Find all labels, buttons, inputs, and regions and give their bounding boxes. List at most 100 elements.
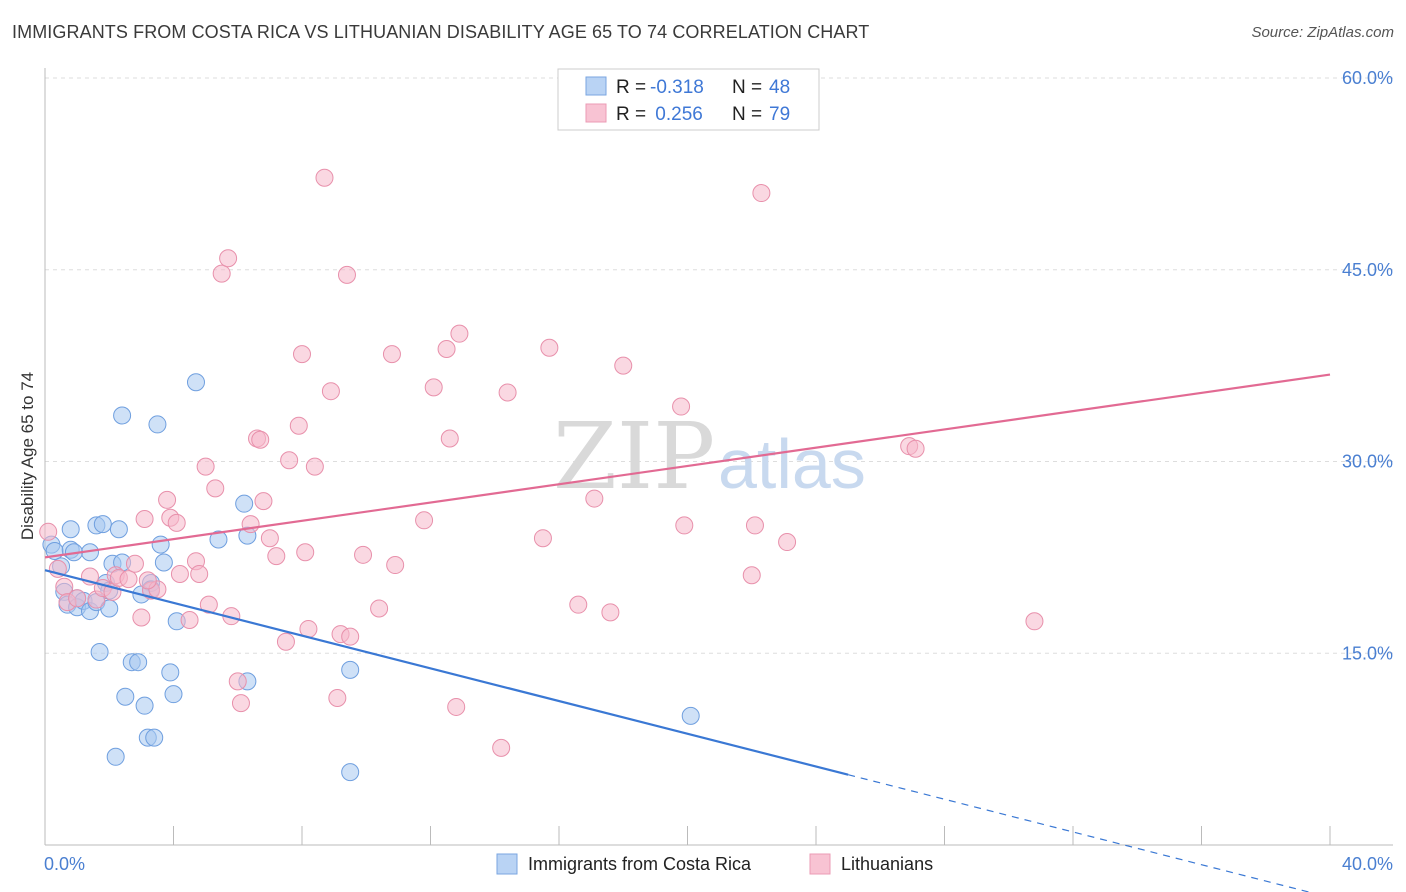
blue-point-5 xyxy=(61,520,80,539)
blue-point-45 xyxy=(106,747,125,766)
pink-point-36 xyxy=(276,632,295,651)
pink-point-56 xyxy=(440,429,459,448)
blue-trend-line xyxy=(44,569,849,776)
pink-point-53 xyxy=(415,511,434,530)
bottom-legend-label-pink: Lithuanians xyxy=(841,854,933,874)
pink-point-59 xyxy=(492,738,511,757)
pink-point-68 xyxy=(675,516,694,535)
pink-point-58 xyxy=(450,324,469,343)
pink-point-44 xyxy=(321,382,340,401)
pink-point-72 xyxy=(778,533,797,552)
pink-point-0 xyxy=(39,522,58,541)
pink-point-76 xyxy=(138,571,157,590)
y-tick-label-60: 60.0% xyxy=(1342,68,1393,88)
pink-point-35 xyxy=(267,547,286,566)
y-tick-label-30: 30.0% xyxy=(1342,452,1393,472)
data-points xyxy=(39,168,1044,782)
blue-point-33 xyxy=(154,553,173,572)
blue-point-20 xyxy=(109,520,128,539)
bottom-legend-swatch-pink xyxy=(809,853,831,875)
pink-point-19 xyxy=(167,513,186,532)
blue-point-26 xyxy=(135,696,154,715)
bottom-legend-label-blue: Immigrants from Costa Rica xyxy=(528,854,752,874)
pink-point-55 xyxy=(437,340,456,359)
pink-point-33 xyxy=(254,492,273,511)
pink-point-38 xyxy=(289,416,308,435)
pink-point-29 xyxy=(228,672,247,691)
pink-point-40 xyxy=(296,543,315,562)
pink-point-17 xyxy=(158,490,177,509)
legend-r-value-blue: -0.318 xyxy=(650,77,704,98)
blue-point-30 xyxy=(145,728,164,747)
blue-point-42 xyxy=(341,660,360,679)
legend-r-value-pink: 0.256 xyxy=(650,104,703,125)
x-axis-ticks xyxy=(44,826,1331,845)
series-legend: Immigrants from Costa Rica Lithuanians xyxy=(496,853,933,875)
y-tick-labels: 15.0% 30.0% 45.0% 60.0% xyxy=(1342,68,1393,663)
pink-point-57 xyxy=(447,697,466,716)
pink-point-30 xyxy=(231,694,250,713)
legend-r-label-pink: R = xyxy=(616,104,646,125)
blue-point-22 xyxy=(113,406,132,425)
pink-point-52 xyxy=(386,556,405,575)
blue-point-38 xyxy=(209,530,228,549)
pink-point-43 xyxy=(315,168,334,187)
pink-point-63 xyxy=(569,595,588,614)
pink-point-78 xyxy=(251,430,270,449)
blue-point-32 xyxy=(151,535,170,554)
blue-trend-extension xyxy=(847,774,1312,892)
pink-point-70 xyxy=(745,516,764,535)
pink-point-23 xyxy=(196,457,215,476)
blue-point-35 xyxy=(164,685,183,704)
pink-point-60 xyxy=(498,383,517,402)
pink-point-54 xyxy=(424,378,443,397)
pink-point-4 xyxy=(68,589,87,608)
legend-n-label-pink: N = xyxy=(732,104,762,125)
x-tick-label-min: 0.0% xyxy=(44,854,85,874)
pink-point-21 xyxy=(180,611,199,630)
pink-point-69 xyxy=(742,566,761,585)
pink-point-61 xyxy=(533,529,552,548)
trend-lines xyxy=(44,373,1331,892)
source-label: Source: ZipAtlas.com xyxy=(1251,24,1394,41)
blue-point-23 xyxy=(116,687,135,706)
legend-n-label-blue: N = xyxy=(732,77,762,98)
pink-point-13 xyxy=(132,608,151,627)
y-tick-label-45: 45.0% xyxy=(1342,260,1393,280)
pink-point-26 xyxy=(212,264,231,283)
bottom-legend-swatch-blue xyxy=(496,853,518,875)
watermark-zip: ZIP xyxy=(553,403,715,510)
blue-point-15 xyxy=(93,515,112,534)
pink-point-25 xyxy=(206,479,225,498)
pink-point-45 xyxy=(328,688,347,707)
blue-point-39 xyxy=(235,494,254,513)
pink-point-24 xyxy=(199,595,218,614)
grid-lines xyxy=(45,77,1393,654)
blue-point-37 xyxy=(186,373,205,392)
pink-point-27 xyxy=(219,249,238,268)
pink-point-37 xyxy=(280,451,299,470)
pink-point-20 xyxy=(170,564,189,583)
pink-point-67 xyxy=(672,397,691,416)
blue-point-25 xyxy=(129,653,148,672)
blue-point-44 xyxy=(681,706,700,725)
blue-point-34 xyxy=(161,663,180,682)
x-tick-label-max: 40.0% xyxy=(1342,854,1393,874)
pink-point-49 xyxy=(354,545,373,564)
pink-point-62 xyxy=(540,338,559,357)
pink-point-47 xyxy=(337,265,356,284)
blue-point-31 xyxy=(148,415,167,434)
pink-point-12 xyxy=(125,554,144,573)
blue-point-14 xyxy=(90,642,109,661)
legend-n-value-blue: 48 xyxy=(769,77,790,98)
pink-point-11 xyxy=(119,570,138,589)
legend-n-value-pink: 79 xyxy=(769,104,790,125)
correlation-legend: R = -0.318 N = 48 R = 0.256 N = 79 xyxy=(557,68,820,131)
pink-point-51 xyxy=(382,345,401,364)
watermark-atlas: atlas xyxy=(718,425,866,503)
pink-point-66 xyxy=(614,356,633,375)
pink-point-39 xyxy=(293,345,311,364)
chart-title: IMMIGRANTS FROM COSTA RICA VS LITHUANIAN… xyxy=(12,22,870,42)
pink-point-31 xyxy=(241,515,260,534)
